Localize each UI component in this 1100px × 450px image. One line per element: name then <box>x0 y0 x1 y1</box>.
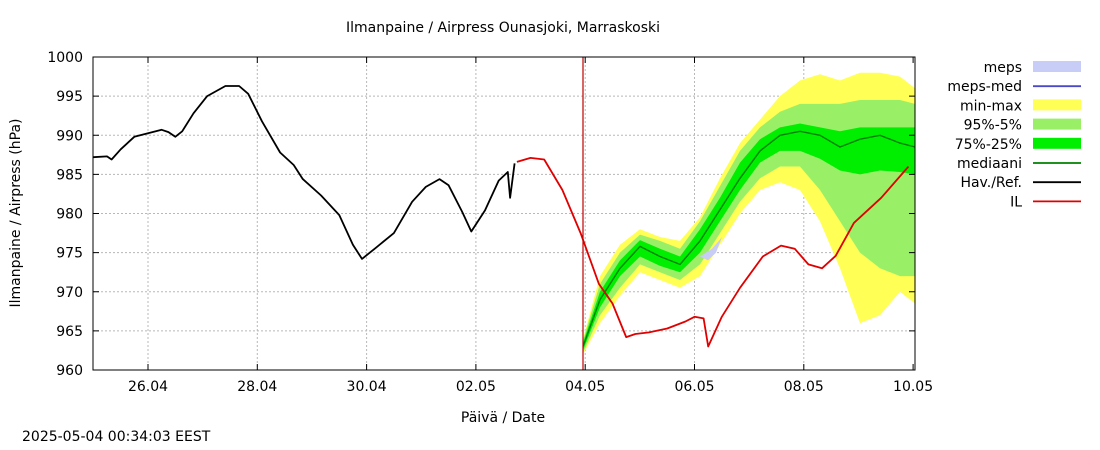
legend-swatch <box>1033 137 1081 149</box>
mediaani-line <box>582 130 916 347</box>
legend-label: meps <box>984 60 1022 76</box>
legend-label: min-max <box>960 98 1022 114</box>
plot-frame <box>92 56 916 371</box>
y-tick-label: 970 <box>56 285 83 301</box>
y-tick-label: 965 <box>56 324 83 340</box>
generated-timestamp: 2025-05-04 00:34:03 EEST <box>22 429 211 445</box>
y-tick-label: 985 <box>56 167 83 183</box>
legend-label: 95%-5% <box>964 118 1022 134</box>
x-tick-label: 28.04 <box>237 379 277 395</box>
legend-label: mediaani <box>957 156 1022 172</box>
chart-axes: 960 965 970 975 980 985 990 995 1000 26.04 28.04 30… <box>47 50 933 395</box>
y-tick-label: 980 <box>56 207 83 223</box>
x-tick-label: 04.05 <box>565 379 605 395</box>
x-axis-label: Päivä / Date <box>461 410 545 426</box>
legend-label: IL <box>1010 194 1022 210</box>
hav-ref-line <box>93 85 516 260</box>
meps-band <box>700 237 722 261</box>
y-axis-label: Ilmanpaine / Airpress (hPa) <box>8 119 24 308</box>
legend-swatch <box>1033 61 1081 72</box>
chart-title: Ilmanpaine / Airpress Ounasjoki, Marrask… <box>346 20 660 36</box>
chart-legend: meps meps-med min-max 95%-5% 75%-25% mediaani… <box>947 60 1081 210</box>
y-tick-label: 960 <box>56 363 83 379</box>
x-tick-label: 10.05 <box>893 379 933 395</box>
legend-label: 75%-25% <box>955 137 1022 153</box>
y-tick-label: 990 <box>56 128 83 144</box>
x-tick-label: 06.05 <box>674 379 714 395</box>
legend-label: meps-med <box>947 79 1022 95</box>
x-tick-label: 08.05 <box>784 379 824 395</box>
legend-swatch <box>1033 118 1081 130</box>
x-tick-label: 30.04 <box>347 379 387 395</box>
p75-25-band <box>583 123 915 351</box>
series-lines <box>93 57 916 370</box>
y-tick-label: 975 <box>56 246 83 262</box>
legend-label: Hav./Ref. <box>960 175 1022 191</box>
il-line <box>516 157 910 348</box>
y-tick-label: 995 <box>56 89 83 105</box>
y-tick-label: 1000 <box>47 50 83 66</box>
legend-swatch <box>1033 99 1081 111</box>
x-tick-label: 26.04 <box>128 379 168 395</box>
x-tick-label: 02.05 <box>456 379 496 395</box>
